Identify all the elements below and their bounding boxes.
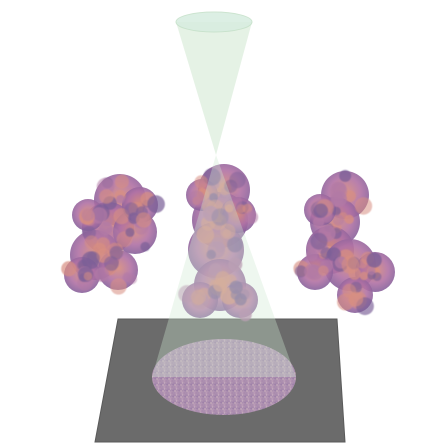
- beam-upper-cone: [176, 22, 252, 155]
- beam-top-aperture: [175, 11, 253, 33]
- molecule-right: [293, 169, 395, 316]
- molecule-left: [61, 174, 165, 295]
- molecule-center: [178, 164, 259, 322]
- projection-disc: [152, 339, 296, 415]
- beam-lower-cone: [152, 155, 296, 377]
